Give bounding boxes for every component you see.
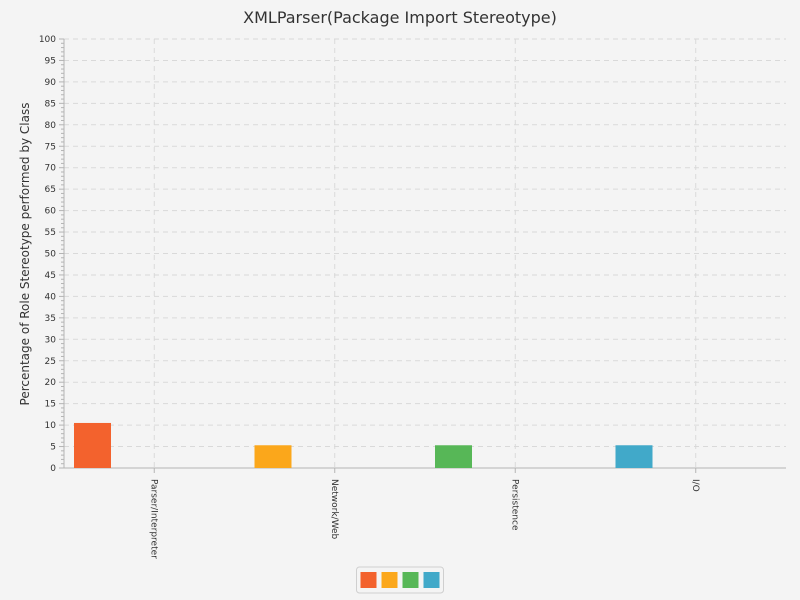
chart-title: XMLParser(Package Import Stereotype) bbox=[243, 8, 557, 27]
y-tick-label: 65 bbox=[45, 185, 56, 195]
y-tick-label: 70 bbox=[45, 164, 57, 174]
y-tick-label: 35 bbox=[45, 314, 56, 324]
legend[interactable] bbox=[356, 566, 444, 594]
x-axis-ticks: Parser/Interpreter Network/Web Persistence… bbox=[148, 468, 700, 559]
y-tick-label: 40 bbox=[45, 292, 57, 302]
y-tick-label: 50 bbox=[45, 250, 57, 260]
y-tick-label: 100 bbox=[39, 35, 56, 45]
x-tick-label: Parser/Interpreter bbox=[148, 479, 158, 559]
bar-network-web[interactable] bbox=[254, 445, 292, 468]
y-tick-label: 30 bbox=[45, 335, 57, 345]
y-tick-label: 25 bbox=[45, 357, 56, 367]
grid-lines bbox=[64, 38, 786, 468]
y-tick-label: 5 bbox=[50, 443, 56, 453]
y-tick-label: 0 bbox=[50, 464, 56, 474]
y-tick-label: 90 bbox=[45, 78, 57, 88]
y-tick-label: 55 bbox=[45, 228, 56, 238]
y-tick-label: 80 bbox=[45, 121, 57, 131]
legend-swatch-i-o[interactable] bbox=[423, 572, 440, 588]
bars bbox=[74, 422, 653, 468]
legend-frame bbox=[356, 566, 444, 594]
y-tick-label: 15 bbox=[45, 400, 56, 410]
y-tick-label: 60 bbox=[45, 207, 57, 217]
legend-swatch-network-web[interactable] bbox=[381, 572, 398, 588]
y-tick-label: 95 bbox=[45, 56, 56, 66]
x-tick-label: Network/Web bbox=[329, 479, 339, 540]
bar-persistence[interactable] bbox=[435, 445, 472, 468]
legend-swatch-parser-interpreter[interactable] bbox=[360, 572, 377, 588]
y-tick-label: 20 bbox=[45, 378, 57, 388]
y-tick-label: 10 bbox=[45, 421, 57, 431]
legend-swatch-persistence[interactable] bbox=[402, 572, 419, 588]
y-tick-label: 45 bbox=[45, 271, 56, 281]
x-tick-label: Persistence bbox=[509, 479, 519, 531]
x-tick-label: I/O bbox=[690, 479, 700, 492]
bar-i-o[interactable] bbox=[615, 445, 653, 468]
y-tick-label: 75 bbox=[45, 142, 56, 152]
y-axis-ticks: 0 5 10 15 20 25 30 35 40 45 50 55 60 65 70 75 80 85 90 95 10… bbox=[39, 35, 64, 474]
y-tick-label: 85 bbox=[45, 99, 56, 109]
y-axis-label: Percentage of Role Stereotype performed … bbox=[18, 103, 32, 406]
bar-parser-interpreter[interactable] bbox=[74, 422, 111, 468]
